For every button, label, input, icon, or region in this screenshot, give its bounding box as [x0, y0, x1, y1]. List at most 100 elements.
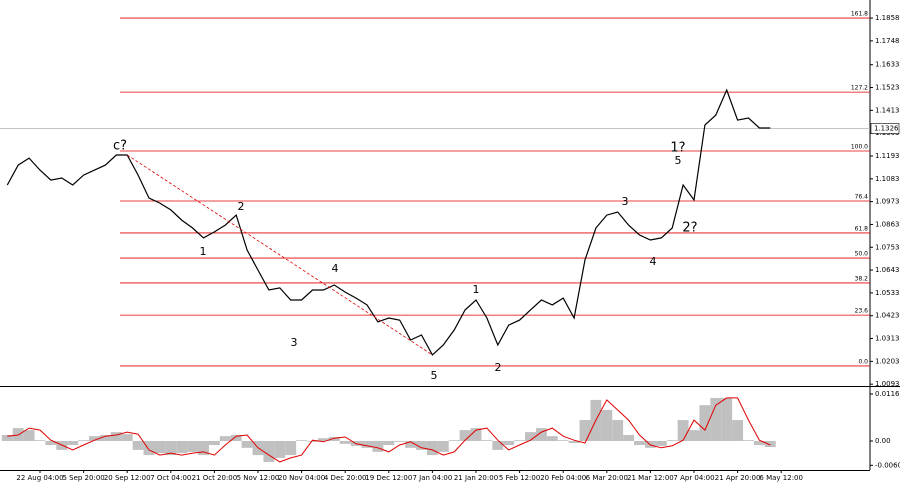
wave-label: 3 — [291, 336, 298, 349]
histogram-bar — [78, 440, 90, 442]
histogram-bar — [612, 420, 624, 442]
histogram-bar — [132, 441, 144, 450]
histogram-bar — [328, 436, 340, 442]
x-tick-label: 6 May 12:00 — [759, 474, 803, 482]
histogram-bar — [99, 434, 111, 442]
fib-label: 76.4 — [855, 194, 869, 201]
wave-label: 2? — [682, 221, 697, 236]
fib-label: 23.6 — [855, 308, 869, 315]
fib-label: 38.2 — [855, 275, 869, 282]
histogram-bar — [634, 441, 645, 446]
wave-label: 1? — [670, 141, 685, 156]
histogram-bar — [394, 441, 406, 442]
histogram-bar — [448, 440, 460, 442]
x-tick-label: 5 Nov 12:00 — [237, 474, 280, 482]
x-tick-label: 7 Apr 04:00 — [673, 474, 714, 482]
y-tick-label: 1.0093 — [875, 380, 900, 388]
x-tick-label: 4 Dec 20:00 — [324, 474, 367, 482]
histogram-bar — [535, 428, 547, 442]
y-tick-label: 1.0643 — [875, 266, 900, 274]
histogram-bar — [1, 434, 13, 442]
x-tick-label: 21 Jan 20:00 — [454, 474, 498, 482]
x-tick-label: 7 Jan 04:00 — [412, 474, 452, 482]
x-tick-label: 5 Sep 20:00 — [62, 474, 104, 482]
histogram-bar — [753, 441, 765, 446]
wave-label: 3 — [622, 195, 629, 208]
histogram-bar — [470, 428, 482, 442]
histogram-bar — [743, 440, 754, 442]
histogram-bar — [165, 441, 177, 456]
histogram-bar — [459, 430, 471, 442]
wave-label: 2 — [495, 361, 502, 374]
histogram-bar — [89, 436, 100, 442]
x-tick-label: 20 Nov 04:00 — [278, 474, 325, 482]
histogram-bar — [110, 432, 122, 442]
histogram-bar — [416, 441, 427, 450]
x-tick-label: 22 Aug 04:00 — [16, 474, 63, 482]
fib-label: 161.8 — [851, 11, 868, 18]
y-tick-label: 1.1748 — [875, 37, 900, 45]
wave-label: 1 — [200, 245, 207, 258]
x-tick-label: 21 Oct 20:00 — [192, 474, 238, 482]
histogram-bar — [721, 397, 733, 442]
histogram-bar — [187, 441, 199, 452]
histogram-bar — [666, 440, 678, 442]
x-tick-label: 20 Feb 04:00 — [540, 474, 586, 482]
wave-label: c? — [113, 139, 127, 154]
histogram-bar — [230, 434, 242, 442]
histogram-bar — [34, 440, 46, 442]
y-tick-label: 1.0863 — [875, 220, 900, 228]
histogram-bar — [263, 441, 275, 462]
last-price-label: 1.1326 — [874, 124, 899, 132]
x-tick-label: 5 Feb 12:00 — [499, 474, 540, 482]
histogram-bar — [546, 436, 558, 442]
histogram-bar — [339, 441, 351, 444]
trend-line — [126, 154, 433, 356]
histogram-bar — [121, 434, 133, 442]
price-line — [6, 88, 771, 356]
fib-label: 0.0 — [858, 358, 868, 365]
wave-label: 2 — [238, 200, 245, 213]
histogram-bar — [437, 441, 449, 452]
y-tick-label: 1.1083 — [875, 175, 900, 183]
wave-label: 4 — [332, 262, 339, 275]
histogram-bar — [219, 436, 231, 442]
histogram-bar — [176, 441, 188, 454]
y-tick-label: 1.1523 — [875, 84, 900, 92]
histogram-bar — [579, 420, 591, 442]
y-tick-label: 1.0203 — [875, 357, 900, 365]
y-tick-label: 1.0313 — [875, 335, 900, 343]
histogram-bar — [143, 441, 155, 456]
y-tick-label: 1.1413 — [875, 106, 900, 114]
histogram-bar — [601, 409, 613, 442]
histogram-bar — [208, 441, 220, 446]
histogram-bar — [481, 440, 493, 442]
histogram-bar — [503, 441, 515, 446]
histogram-bar — [557, 440, 569, 442]
histogram-bar — [383, 441, 395, 446]
histogram-bar — [688, 430, 700, 442]
y-tick-label: 1.1858 — [875, 14, 900, 22]
signal-line — [7, 397, 771, 463]
histogram-bar — [677, 420, 689, 442]
wave-label: 5 — [675, 154, 682, 167]
histogram-bar — [405, 441, 417, 448]
x-tick-label: 21 Apr 20:00 — [715, 474, 761, 482]
price-box — [870, 123, 900, 134]
histogram-bar — [296, 440, 308, 442]
histogram-bar — [45, 441, 57, 446]
wave-label: 4 — [650, 255, 657, 268]
wave-label: 1 — [473, 283, 480, 296]
x-tick-label: 20 Sep 12:00 — [104, 474, 151, 482]
histogram-bar — [241, 441, 253, 448]
y-tick-label: 1.0423 — [875, 312, 900, 320]
fib-label: 50.0 — [855, 251, 869, 258]
histogram-bar — [285, 441, 297, 456]
histogram-bar — [361, 441, 373, 448]
wave-label: 5 — [431, 369, 438, 382]
y-tick-label: 1.0753 — [875, 243, 900, 251]
histogram-bar — [307, 441, 318, 442]
histogram-bar — [317, 438, 329, 442]
